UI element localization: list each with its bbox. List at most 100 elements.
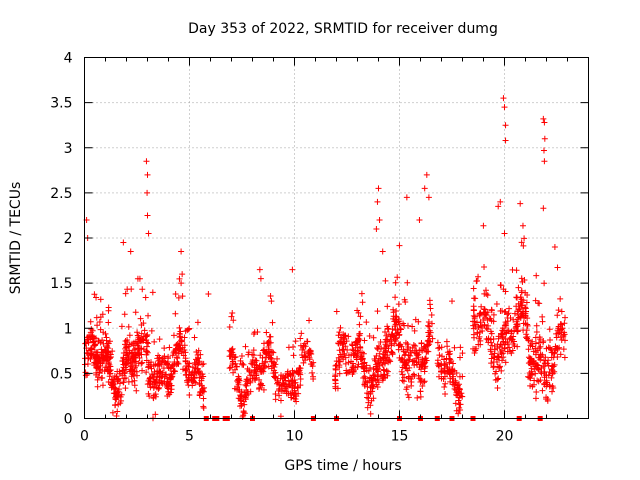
data-point xyxy=(497,308,504,315)
data-point xyxy=(87,329,94,336)
data-point xyxy=(470,325,477,332)
data-point xyxy=(442,380,449,387)
data-point xyxy=(542,354,549,361)
data-point xyxy=(561,331,568,338)
data-point xyxy=(256,266,263,273)
data-point xyxy=(471,334,478,341)
data-point xyxy=(257,275,264,282)
data-point xyxy=(447,356,454,363)
data-point xyxy=(510,316,517,323)
data-point xyxy=(414,394,421,401)
data-point xyxy=(260,365,267,372)
data-point xyxy=(152,411,159,418)
data-point xyxy=(404,391,411,398)
data-point xyxy=(394,274,401,281)
data-point xyxy=(147,374,154,381)
data-point xyxy=(385,331,392,338)
data-point xyxy=(404,346,411,353)
data-point xyxy=(144,331,151,338)
data-point xyxy=(125,343,132,350)
data-point xyxy=(422,355,429,362)
data-point xyxy=(351,350,358,357)
data-point xyxy=(191,375,198,382)
data-point xyxy=(513,321,520,328)
data-point xyxy=(118,397,125,404)
data-point xyxy=(144,212,151,219)
data-point xyxy=(158,361,165,368)
data-point xyxy=(421,364,428,371)
data-point xyxy=(415,318,422,325)
data-point xyxy=(502,339,509,346)
data-point xyxy=(230,317,237,324)
data-point xyxy=(194,351,201,358)
data-point xyxy=(474,330,481,337)
data-point xyxy=(199,371,206,378)
data-point xyxy=(173,341,180,348)
data-point xyxy=(441,362,448,369)
data-point xyxy=(131,382,138,389)
data-point xyxy=(359,355,366,362)
data-point xyxy=(97,326,104,333)
data-point xyxy=(141,327,148,334)
data-point xyxy=(343,370,350,377)
data-point xyxy=(477,310,484,317)
data-point xyxy=(237,395,244,402)
data-point xyxy=(380,366,387,373)
data-point xyxy=(524,291,531,298)
data-point xyxy=(520,320,527,327)
data-point xyxy=(231,354,238,361)
data-point xyxy=(384,323,391,330)
data-point xyxy=(402,298,409,305)
data-point xyxy=(435,345,442,352)
data-point xyxy=(261,349,268,356)
data-point xyxy=(402,339,409,346)
data-point xyxy=(128,373,135,380)
data-point xyxy=(459,373,466,380)
data-point xyxy=(522,308,529,315)
data-point xyxy=(546,345,553,352)
data-point xyxy=(488,351,495,358)
data-point xyxy=(488,339,495,346)
x-tick-label: 10 xyxy=(286,429,304,445)
data-point xyxy=(105,378,112,385)
data-point xyxy=(547,337,554,344)
data-point xyxy=(122,290,129,297)
data-point xyxy=(337,324,344,331)
data-point xyxy=(446,368,453,375)
data-point xyxy=(525,346,532,353)
data-point xyxy=(562,314,569,321)
data-point xyxy=(268,298,275,305)
data-point xyxy=(537,356,544,363)
data-point xyxy=(548,374,555,381)
y-tick-label: 2.5 xyxy=(50,186,72,202)
data-point xyxy=(490,364,497,371)
data-point xyxy=(541,119,548,126)
data-point xyxy=(148,365,155,372)
data-point xyxy=(337,358,344,365)
data-point xyxy=(137,315,144,322)
data-point xyxy=(106,367,113,374)
data-point xyxy=(533,389,540,396)
data-point xyxy=(297,335,304,342)
data-point xyxy=(260,340,267,347)
data-point xyxy=(199,361,206,368)
data-point xyxy=(145,377,152,384)
data-point xyxy=(267,292,274,299)
data-point xyxy=(139,367,146,374)
data-point xyxy=(155,385,162,392)
data-point xyxy=(200,360,207,367)
data-point xyxy=(421,185,428,192)
data-point xyxy=(416,364,423,371)
data-point xyxy=(91,291,98,298)
data-point xyxy=(128,362,135,369)
data-point xyxy=(269,348,276,355)
data-point xyxy=(310,375,317,382)
data-point xyxy=(348,341,355,348)
data-point xyxy=(115,377,122,384)
data-point xyxy=(388,349,395,356)
data-point xyxy=(287,370,294,377)
data-point xyxy=(401,359,408,366)
data-point xyxy=(553,345,560,352)
data-point xyxy=(506,305,513,312)
data-point xyxy=(417,393,424,400)
